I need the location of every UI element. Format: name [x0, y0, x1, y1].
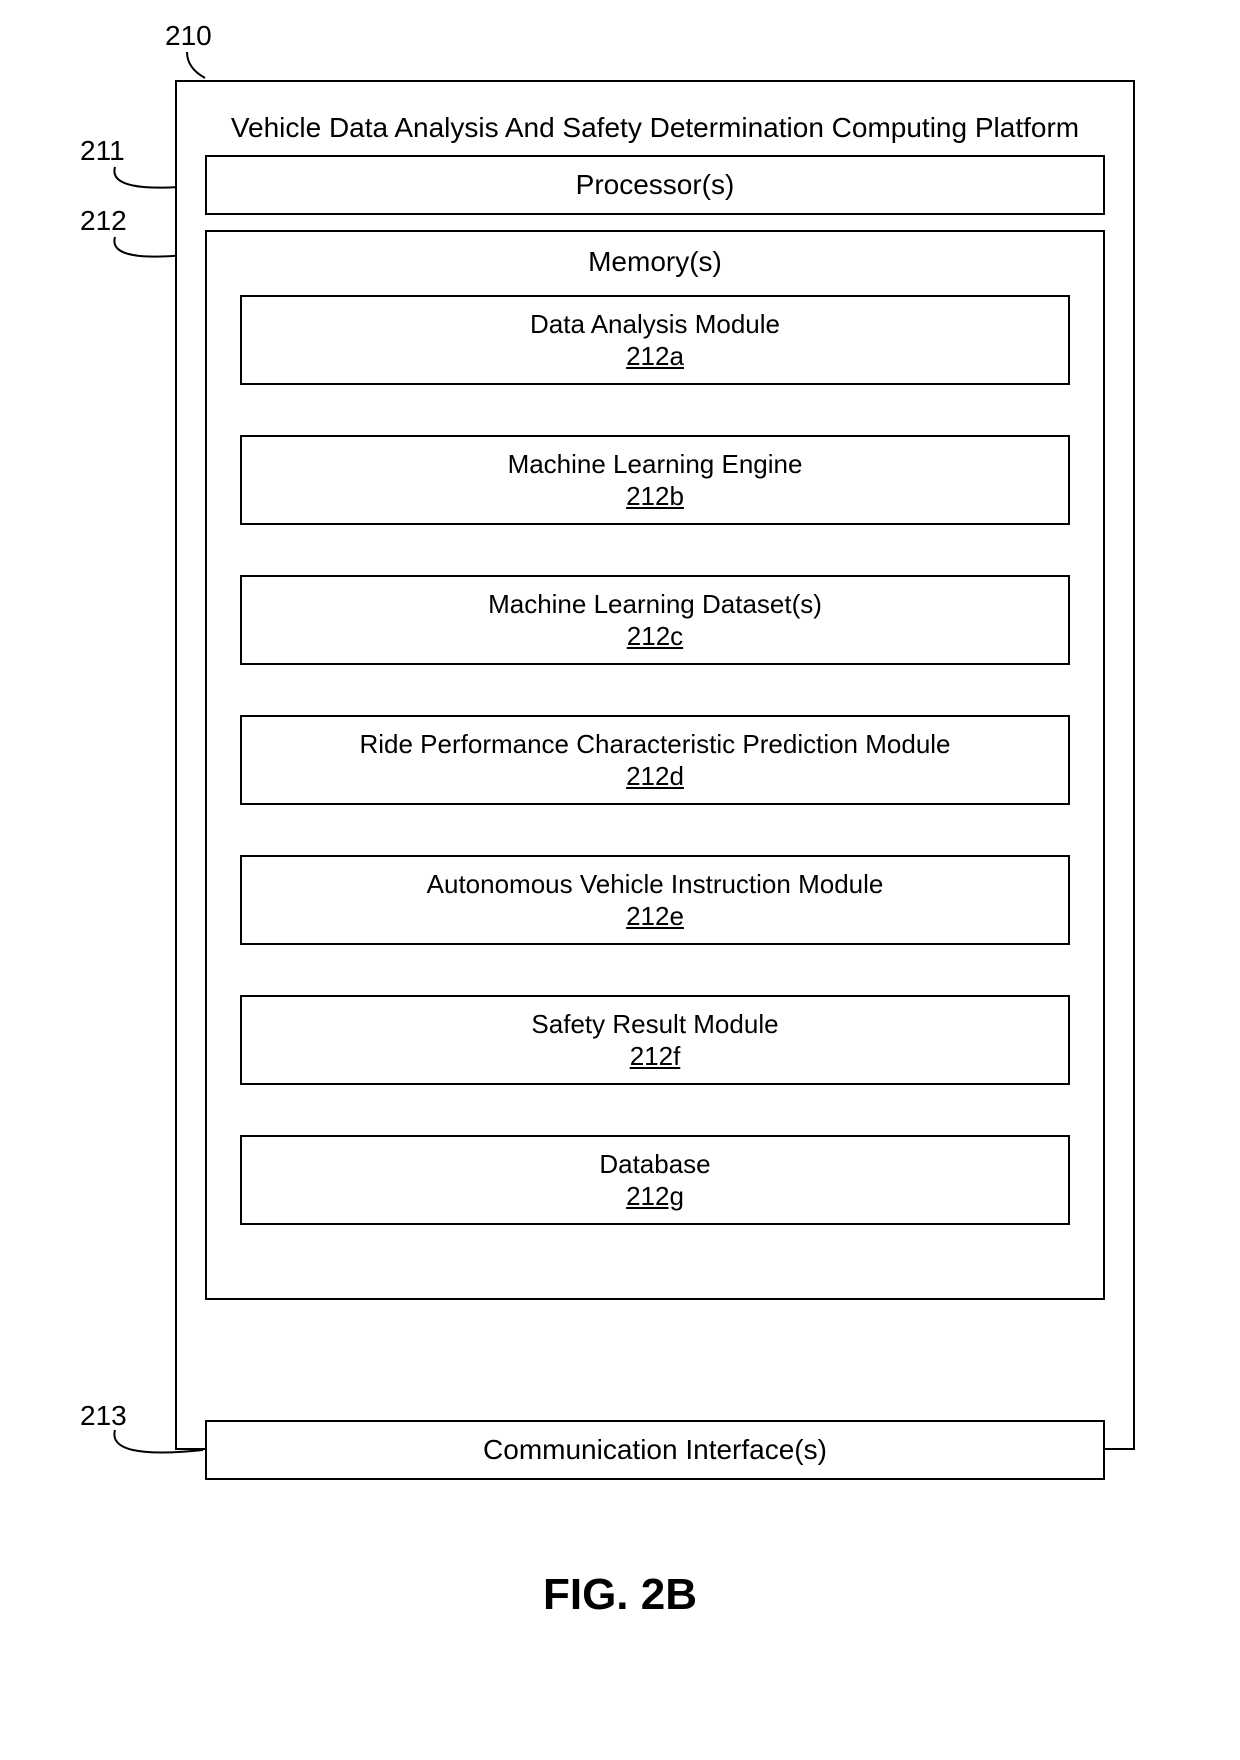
module-label: Ride Performance Characteristic Predicti…: [359, 728, 950, 761]
memory-label: Memory(s): [207, 246, 1103, 278]
module-label: Database: [599, 1148, 710, 1181]
module-ml-engine: Machine Learning Engine 212b: [240, 435, 1070, 525]
module-ref: 212g: [626, 1181, 684, 1212]
module-ref: 212b: [626, 481, 684, 512]
module-label: Autonomous Vehicle Instruction Module: [427, 868, 884, 901]
comm-interface-label: Communication Interface(s): [207, 1434, 1103, 1466]
module-label: Machine Learning Engine: [508, 448, 803, 481]
module-ref: 212f: [630, 1041, 681, 1072]
platform-title: Vehicle Data Analysis And Safety Determi…: [177, 112, 1133, 144]
module-ride-prediction: Ride Performance Characteristic Predicti…: [240, 715, 1070, 805]
module-ml-dataset: Machine Learning Dataset(s) 212c: [240, 575, 1070, 665]
module-ref: 212a: [626, 341, 684, 372]
module-label: Data Analysis Module: [530, 308, 780, 341]
module-label: Machine Learning Dataset(s): [488, 588, 822, 621]
comm-interface-box: Communication Interface(s): [205, 1420, 1105, 1480]
callout-211-label: 211: [80, 135, 125, 167]
callout-212-label: 212: [80, 205, 127, 237]
diagram-container: 210 211 212 213 Vehicle Data Analysis An…: [0, 0, 1240, 1760]
processor-box: Processor(s): [205, 155, 1105, 215]
module-av-instruction: Autonomous Vehicle Instruction Module 21…: [240, 855, 1070, 945]
module-data-analysis: Data Analysis Module 212a: [240, 295, 1070, 385]
module-database: Database 212g: [240, 1135, 1070, 1225]
figure-caption: FIG. 2B: [0, 1570, 1240, 1620]
callout-210-label: 210: [165, 20, 212, 52]
module-ref: 212d: [626, 761, 684, 792]
module-ref: 212e: [626, 901, 684, 932]
processor-label: Processor(s): [207, 169, 1103, 201]
module-ref: 212c: [627, 621, 683, 652]
module-label: Safety Result Module: [531, 1008, 778, 1041]
module-safety-result: Safety Result Module 212f: [240, 995, 1070, 1085]
